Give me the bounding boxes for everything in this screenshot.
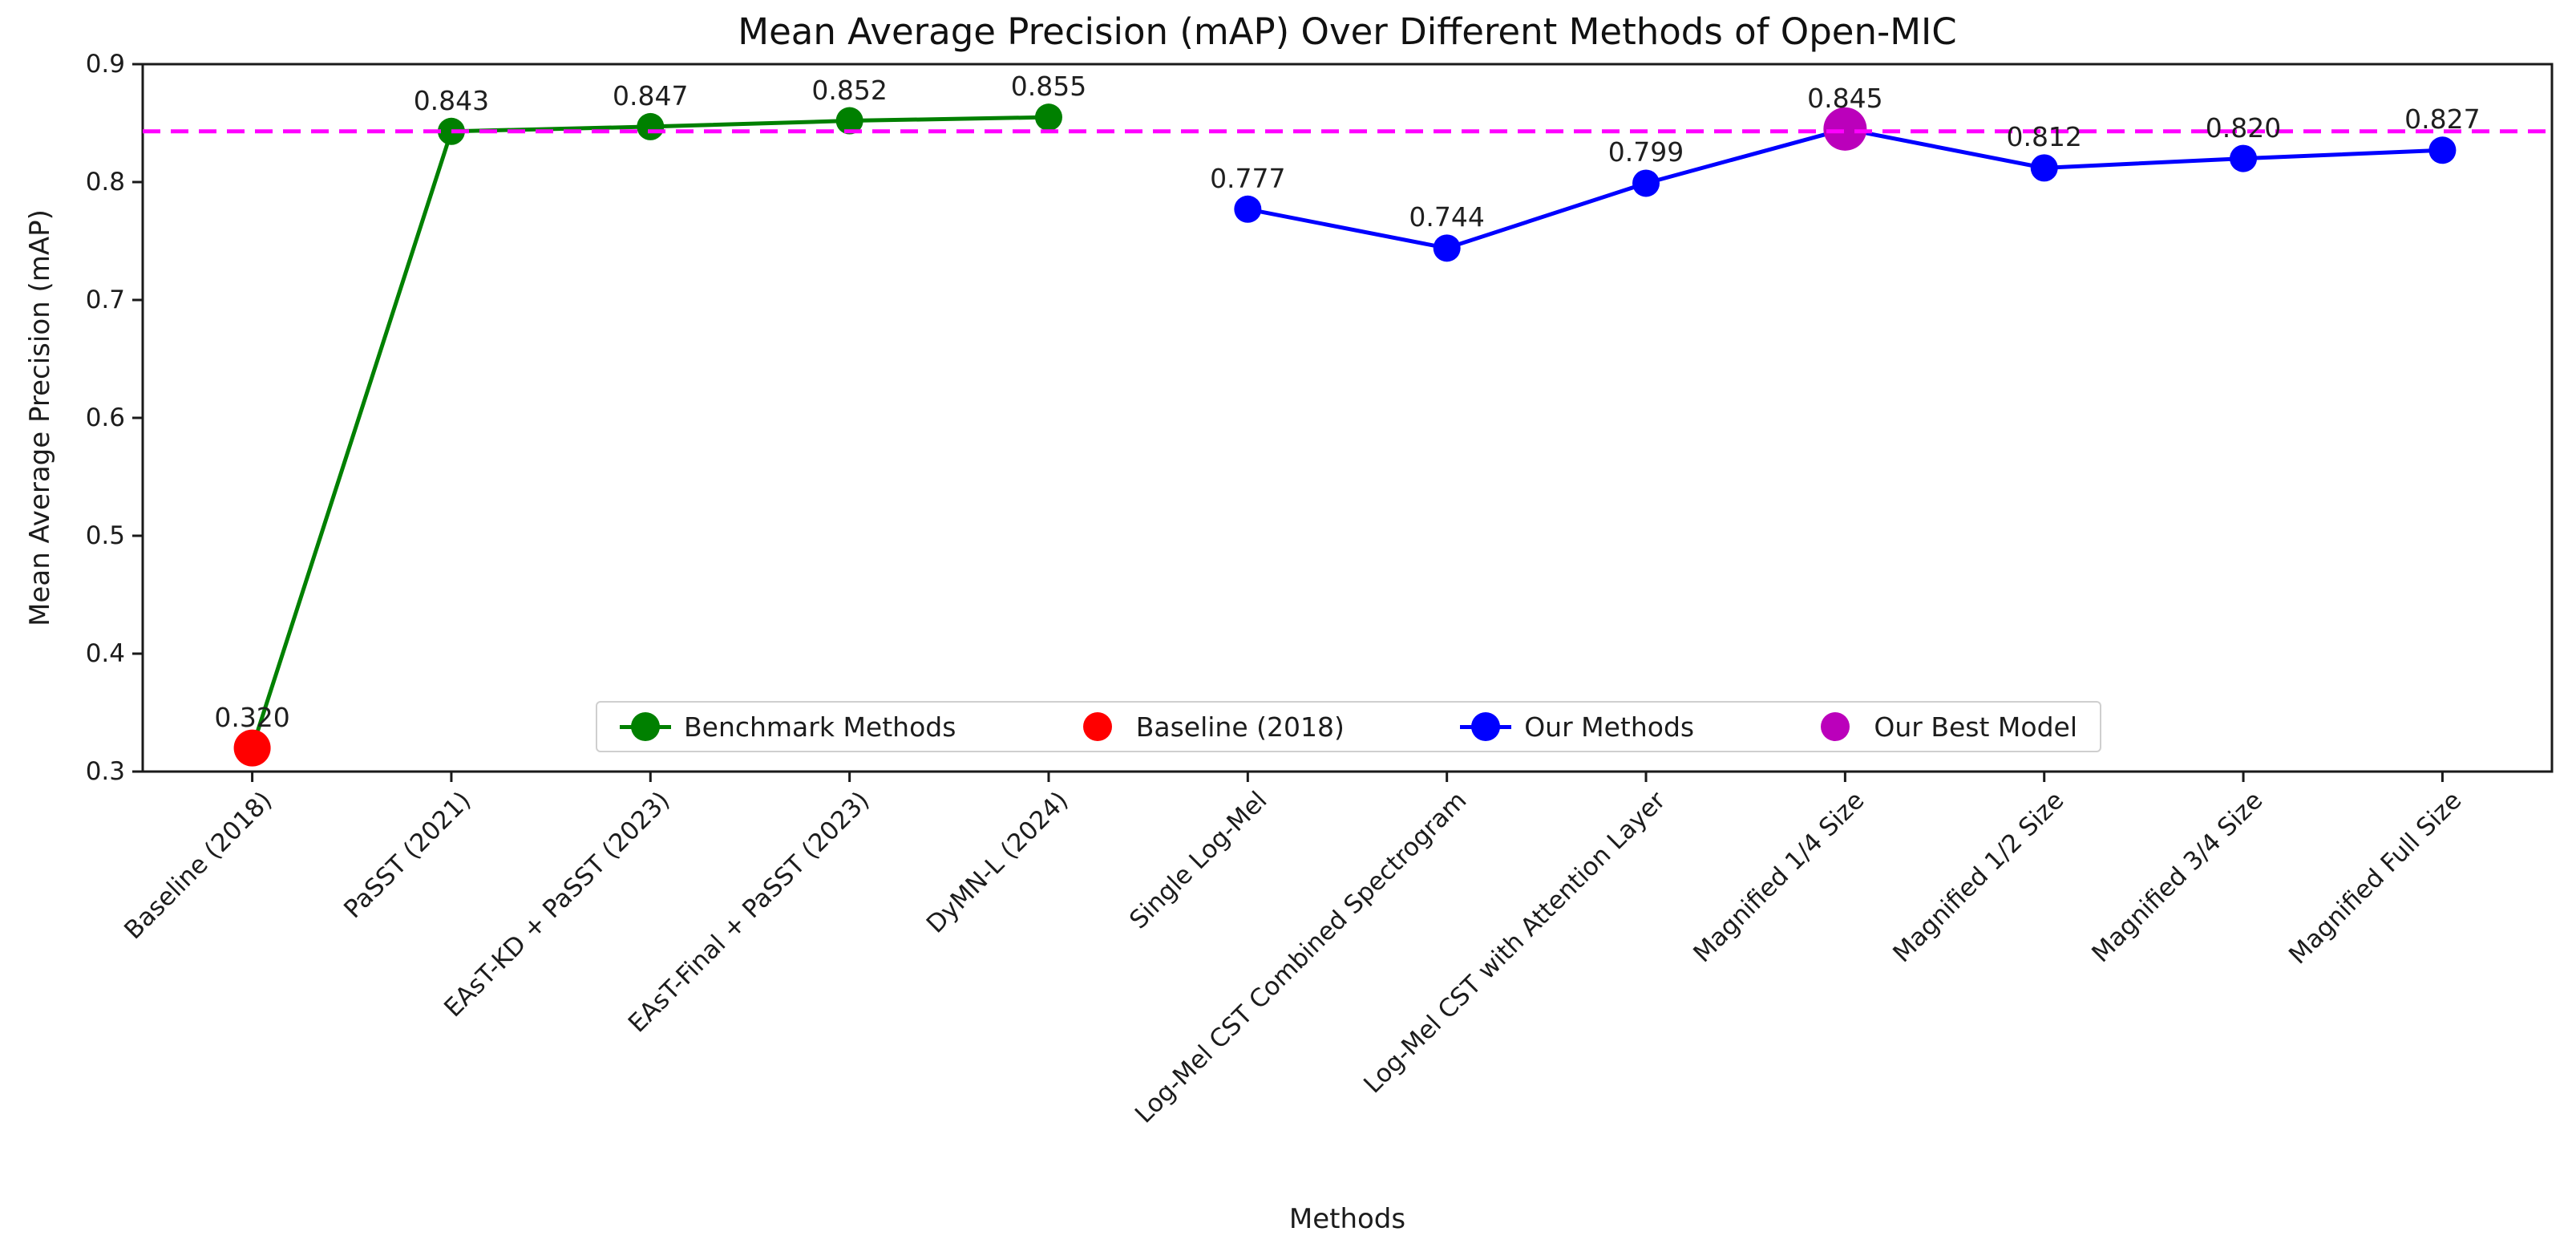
point-annotation: 0.845	[1807, 82, 1883, 114]
legend-marker-icon	[1810, 711, 1861, 742]
data-point	[1034, 103, 1062, 132]
data-point	[1632, 169, 1660, 197]
legend-label: Benchmark Methods	[684, 711, 956, 743]
legend-label: Baseline (2018)	[1135, 711, 1345, 743]
highlight-point	[1823, 107, 1867, 151]
series-line	[250, 115, 1049, 749]
y-tick-label: 0.6	[85, 403, 125, 432]
point-annotation: 0.847	[613, 79, 689, 111]
x-axis-title: Methods	[1288, 1203, 1406, 1235]
data-point	[835, 107, 863, 135]
data-point	[2428, 136, 2457, 164]
y-tick-label: 0.4	[85, 639, 125, 668]
point-annotation: 0.820	[2205, 111, 2282, 144]
point-annotation: 0.827	[2404, 103, 2481, 136]
legend-dot-icon	[631, 712, 660, 741]
legend-entry: Benchmark Methods	[620, 711, 956, 743]
data-point	[2030, 154, 2058, 182]
y-tick-label: 0.8	[85, 168, 125, 197]
point-annotation: 0.855	[1010, 71, 1087, 103]
data-point	[437, 117, 465, 145]
point-annotation: 0.744	[1409, 201, 1485, 233]
point-annotation: 0.812	[2006, 121, 2082, 153]
legend: Benchmark Methods Baseline (2018) Our Meth…	[596, 701, 2101, 752]
point-annotation: 0.843	[413, 84, 490, 116]
highlight-point	[233, 729, 271, 767]
data-point	[637, 112, 665, 140]
point-annotation: 0.799	[1607, 136, 1684, 168]
data-point	[2230, 144, 2258, 172]
legend-label: Our Methods	[1524, 711, 1695, 743]
legend-dot-icon	[1471, 712, 1501, 741]
data-point	[1433, 234, 1461, 262]
legend-marker-icon	[620, 711, 671, 742]
legend-entry: Baseline (2018)	[1072, 711, 1345, 743]
legend-label: Our Best Model	[1874, 711, 2077, 743]
point-annotation: 0.777	[1210, 162, 1286, 194]
point-annotation: 0.852	[811, 74, 888, 106]
chart-title: Mean Average Precision (mAP) Over Differ…	[738, 10, 1957, 53]
y-tick-label: 0.3	[85, 757, 125, 786]
legend-entry: Our Methods	[1460, 711, 1694, 743]
point-annotation: 0.320	[214, 701, 290, 733]
legend-marker-icon	[1072, 711, 1123, 742]
legend-entry: Our Best Model	[1810, 711, 2077, 743]
legend-dot-icon	[1082, 712, 1112, 741]
y-tick-label: 0.9	[85, 50, 125, 79]
y-tick-label: 0.7	[85, 286, 125, 314]
legend-marker-icon	[1460, 711, 1512, 742]
legend-dot-icon	[1821, 712, 1850, 741]
data-point	[1234, 195, 1262, 223]
y-tick-label: 0.5	[85, 521, 125, 550]
